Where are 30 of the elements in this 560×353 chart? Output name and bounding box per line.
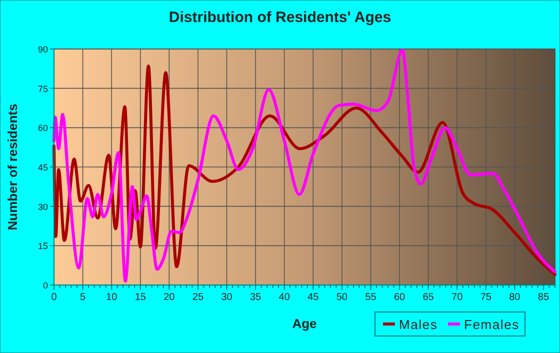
x-tick-label: 50 <box>336 292 348 303</box>
x-axis-title: Age <box>292 316 317 331</box>
x-tick-label: 20 <box>164 292 176 303</box>
x-tick-label: 80 <box>509 292 521 303</box>
x-tick-label: 45 <box>308 292 320 303</box>
x-tick-label: 40 <box>278 292 290 303</box>
x-tick-label: 30 <box>221 292 233 303</box>
x-tick-label: 35 <box>250 292 262 303</box>
y-tick-label: 0 <box>42 280 48 290</box>
x-tick-label: 15 <box>134 292 146 303</box>
y-axis-title: Number of residents <box>5 104 20 230</box>
y-tick-label: 30 <box>38 202 48 212</box>
x-tick-label: 0 <box>51 292 58 303</box>
y-tick-label: 60 <box>38 123 48 134</box>
legend-label: Males <box>399 317 438 332</box>
x-tick-label: 10 <box>106 292 118 303</box>
x-tick-label: 60 <box>394 292 406 303</box>
chart-title: Distribution of Residents' Ages <box>168 9 392 26</box>
legend-label: Females <box>464 317 520 332</box>
y-tick-label: 15 <box>38 241 48 252</box>
x-tick-label: 70 <box>452 292 464 303</box>
x-tick-label: 5 <box>80 292 86 303</box>
y-tick-label: 75 <box>38 84 48 94</box>
x-tick-label: 55 <box>365 292 377 303</box>
x-tick-label: 85 <box>538 292 550 303</box>
x-tick-label: 65 <box>422 292 434 303</box>
y-tick-label: 90 <box>38 44 48 54</box>
y-tick-label: 45 <box>38 162 48 172</box>
x-tick-label: 75 <box>480 292 492 303</box>
x-tick-label: 25 <box>192 292 204 303</box>
